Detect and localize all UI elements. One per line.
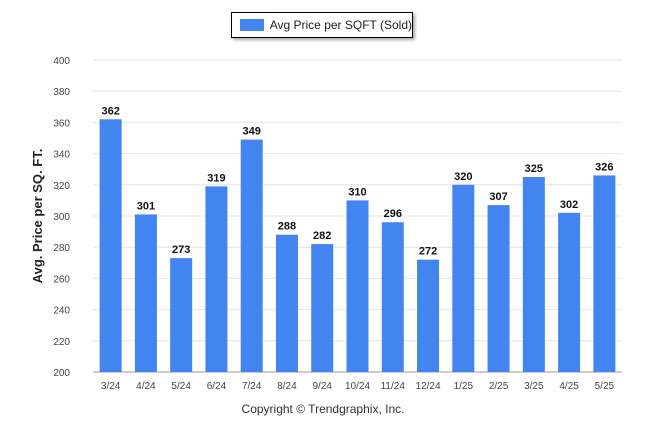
x-tick-label: 3/25 [524,381,544,392]
y-axis-title: Avg. Price per SQ. FT. [30,149,45,284]
bar[interactable] [311,244,334,372]
bar[interactable] [99,119,122,372]
x-tick-labels: 3/24 4/24 5/24 6/24 7/24 8/24 9/24 10/24 11/24 12… [101,381,615,392]
value-labels: 362 301 273 319 349 288 282 310 296 272 320 307 325 3… [101,105,613,257]
value-label: 282 [313,230,331,242]
value-label: 288 [278,221,296,233]
y-tick-label: 240 [53,306,70,317]
bar[interactable] [593,175,616,372]
y-tick-label: 300 [53,212,70,223]
x-tick-label: 9/24 [312,381,332,392]
y-tick-label: 200 [53,368,70,379]
bar[interactable] [558,212,581,372]
legend-swatch [240,19,264,31]
value-label: 307 [489,191,507,203]
y-tick-labels: 200 220 240 260 280 300 320 340 360 380 400 [53,56,70,379]
value-label: 272 [419,246,437,258]
bar[interactable] [522,177,545,372]
x-tick-label: 10/24 [345,381,370,392]
x-tick-label: 6/24 [207,381,227,392]
y-tick-label: 220 [53,337,70,348]
copyright-text: Copyright © Trendgraphix, Inc. [241,402,405,416]
bar[interactable] [417,259,440,372]
x-tick-label: 12/24 [416,381,441,392]
value-label: 273 [172,244,190,256]
y-tick-label: 360 [53,118,70,129]
x-tick-label: 4/25 [559,381,579,392]
value-label: 320 [454,171,472,183]
bar[interactable] [487,205,510,372]
value-label: 302 [560,199,578,211]
bar[interactable] [240,139,263,372]
y-tick-label: 280 [53,243,70,254]
bar-chart: 200 220 240 260 280 300 320 340 360 380 400 362 301… [30,56,622,392]
y-tick-label: 340 [53,150,70,161]
x-tick-label: 1/25 [454,381,474,392]
bar[interactable] [452,184,475,372]
value-label: 319 [207,172,225,184]
bar[interactable] [205,186,228,372]
bars [99,119,616,372]
bar[interactable] [170,258,193,372]
value-label: 310 [348,186,366,198]
y-tick-label: 380 [53,87,70,98]
legend: Avg Price per SQFT (Sold) [231,12,413,38]
value-label: 326 [595,161,613,173]
x-tick-label: 4/24 [136,381,156,392]
y-tick-label: 260 [53,274,70,285]
bar[interactable] [134,214,157,372]
value-label: 362 [101,105,119,117]
bar[interactable] [346,200,369,372]
value-label: 325 [525,163,543,175]
bar[interactable] [275,234,298,372]
value-label: 301 [137,200,155,212]
x-tick-label: 8/24 [277,381,297,392]
x-tick-label: 2/25 [489,381,509,392]
x-tick-label: 5/25 [595,381,615,392]
x-tick-label: 5/24 [171,381,191,392]
y-tick-label: 400 [53,56,70,67]
legend-label: Avg Price per SQFT (Sold) [269,18,412,32]
x-tick-label: 7/24 [242,381,262,392]
value-label: 349 [243,126,261,138]
x-tick-label: 11/24 [381,381,406,392]
y-tick-label: 320 [53,181,70,192]
bar[interactable] [381,222,404,372]
x-tick-label: 3/24 [101,381,121,392]
value-label: 296 [384,208,402,220]
